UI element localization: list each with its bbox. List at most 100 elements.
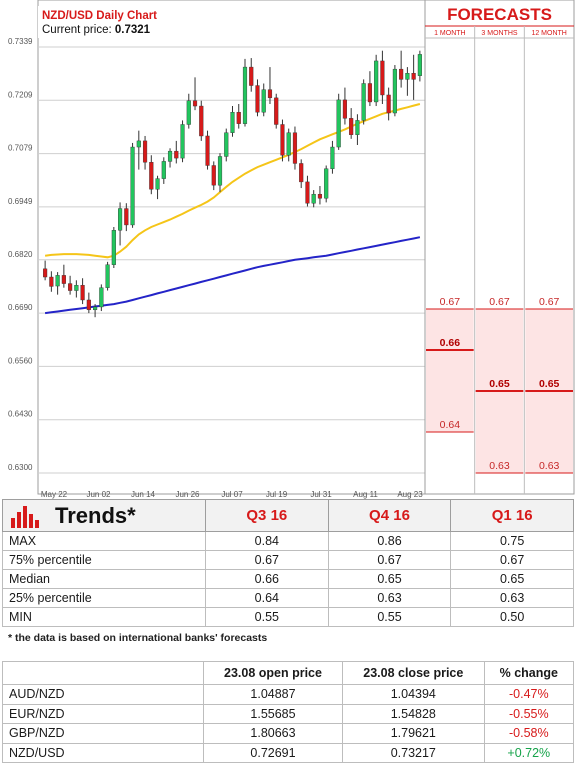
candle <box>86 292 91 314</box>
trends-title-cell: Trends* <box>2 499 206 532</box>
y-tick-label: 0.6949 <box>8 197 33 206</box>
y-tick-label: 0.7339 <box>8 37 33 46</box>
candle <box>99 284 104 312</box>
candle <box>399 50 404 88</box>
forecast-value: 0.63 <box>489 460 510 472</box>
current-price-label: Current price: <box>42 24 112 36</box>
trends-value: 0.63 <box>450 588 574 608</box>
candle <box>217 153 223 193</box>
forecast-column-header: 1 MONTH <box>434 30 466 37</box>
candle <box>174 140 179 164</box>
trends-row-label: Median <box>2 569 206 589</box>
forecast-value: 0.63 <box>539 460 560 472</box>
percent-change: -0.55% <box>483 703 575 724</box>
trends-row: Median 0.66 0.65 0.65 <box>2 569 574 589</box>
candle <box>342 87 348 125</box>
y-tick-label: 0.6690 <box>8 303 33 312</box>
candle <box>261 83 266 117</box>
price-row: AUD/NZD 1.04887 1.04394 -0.47% <box>2 684 575 705</box>
trends-row: MAX 0.84 0.86 0.75 <box>2 531 574 551</box>
price-row: GBP/NZD 1.80663 1.79621 -0.58% <box>2 723 575 744</box>
candle <box>311 190 316 208</box>
x-tick-label: Jun 26 <box>175 490 200 499</box>
trends-value: 0.84 <box>205 531 329 551</box>
candle <box>155 175 160 200</box>
trends-quarter: Q3 16 <box>205 499 329 532</box>
candle <box>411 54 416 100</box>
candle <box>205 130 210 170</box>
price-header: 23.08 open price <box>203 661 343 685</box>
trends-row-label: MAX <box>2 531 206 551</box>
candle <box>142 135 148 170</box>
forecast-column-header: 12 MONTH <box>531 30 566 37</box>
candle <box>286 128 291 162</box>
candle <box>274 93 279 129</box>
candle <box>236 103 241 129</box>
pair-name: AUD/NZD <box>2 684 204 705</box>
open-price: 1.80663 <box>203 723 343 744</box>
candle <box>392 65 397 117</box>
trends-value: 0.65 <box>450 569 574 589</box>
candle <box>93 304 98 318</box>
candle <box>317 185 323 205</box>
trends-value: 0.75 <box>450 531 574 551</box>
x-tick-label: Jun 14 <box>131 490 156 499</box>
percent-change: -0.58% <box>483 723 575 744</box>
candle <box>380 50 385 104</box>
open-price: 0.72691 <box>203 742 343 763</box>
ma-slow-line <box>44 236 421 315</box>
price-header: 23.08 close price <box>341 661 485 685</box>
y-tick-label: 0.7209 <box>8 90 33 99</box>
x-tick-label: Aug 23 <box>397 490 423 499</box>
y-tick-label: 0.6300 <box>8 463 33 472</box>
trends-value: 0.67 <box>450 550 574 570</box>
candle <box>374 54 379 107</box>
candle <box>105 261 110 291</box>
candle <box>361 79 366 125</box>
trends-row: 25% percentile 0.64 0.63 0.63 <box>2 588 574 608</box>
close-price: 1.04394 <box>341 684 485 705</box>
candle <box>330 140 335 174</box>
y-tick-label: 0.7079 <box>8 144 33 153</box>
forecast-range <box>426 308 474 432</box>
trends-header-row: Trends* Q3 16 Q4 16 Q1 16 <box>2 499 574 532</box>
pair-name: EUR/NZD <box>2 703 204 724</box>
trends-quarter: Q1 16 <box>450 499 574 532</box>
candle <box>149 155 154 195</box>
trends-title: Trends* <box>55 502 136 528</box>
candle <box>55 272 60 295</box>
current-price-value: 0.7321 <box>115 24 151 36</box>
trends-row-label: 25% percentile <box>2 588 206 608</box>
candle <box>68 275 73 295</box>
price-row: EUR/NZD 1.55685 1.54828 -0.55% <box>2 703 575 724</box>
trends-value: 0.55 <box>205 607 329 627</box>
candle <box>61 264 66 288</box>
forecast-value: 0.67 <box>489 296 510 308</box>
candle <box>405 67 410 96</box>
candle <box>224 128 229 162</box>
close-price: 1.54828 <box>341 703 485 724</box>
candle <box>186 93 191 129</box>
candle <box>199 100 204 141</box>
x-tick-label: Jul 31 <box>310 490 332 499</box>
candle <box>130 142 135 228</box>
candle <box>211 161 216 191</box>
candle <box>305 175 310 207</box>
candle <box>299 159 304 189</box>
candle <box>249 58 254 92</box>
open-price: 1.55685 <box>203 703 343 724</box>
candle <box>124 203 129 232</box>
candle <box>230 106 235 137</box>
candle <box>192 77 198 111</box>
candle <box>161 157 166 184</box>
candle <box>167 148 173 168</box>
trends-value: 0.66 <box>205 569 329 589</box>
forecasts-title: FORECASTS <box>447 5 552 24</box>
candle <box>136 130 141 170</box>
bar-chart-icon <box>11 505 41 528</box>
candle <box>117 202 123 246</box>
x-tick-label: May 22 <box>41 490 68 499</box>
y-tick-label: 0.6560 <box>8 356 33 365</box>
pair-name: NZD/USD <box>2 742 204 763</box>
candle <box>49 271 54 292</box>
